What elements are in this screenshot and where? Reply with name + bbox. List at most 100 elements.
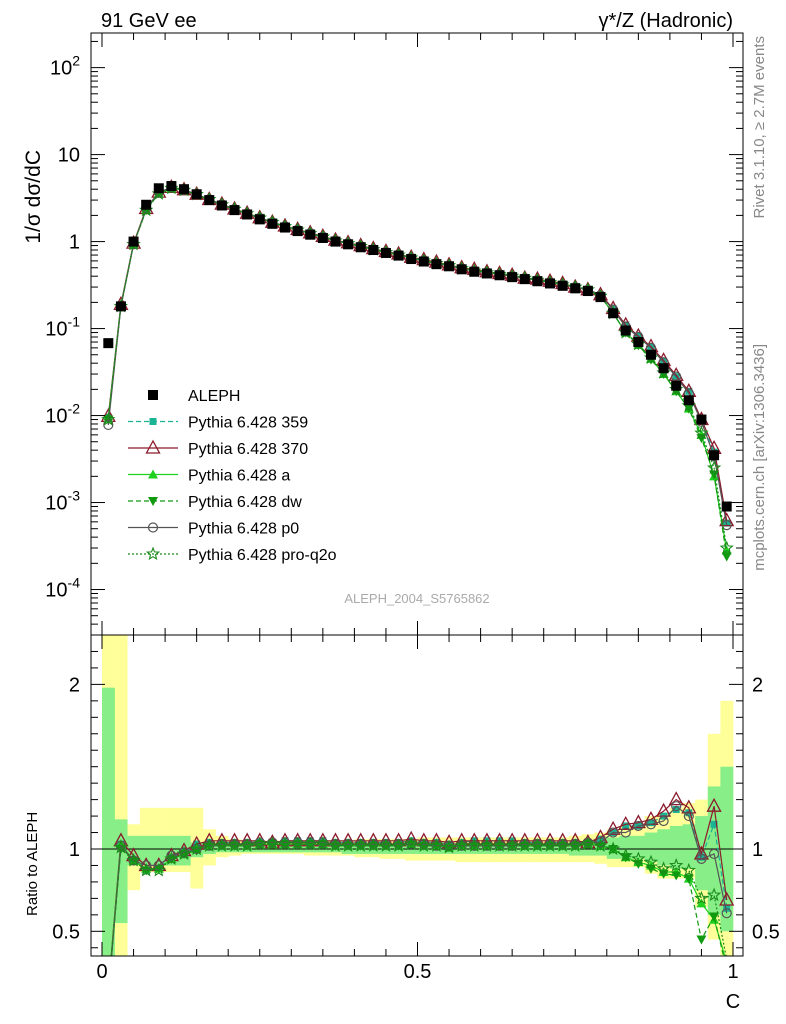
y-tick-label: 10-1 bbox=[45, 314, 80, 341]
ratio-point bbox=[568, 838, 583, 852]
ratio-point bbox=[605, 820, 621, 835]
ratio-line bbox=[110, 798, 728, 956]
ratio-y-tick-label-right: 0.5 bbox=[752, 921, 780, 943]
aleph-point bbox=[216, 200, 227, 211]
legend-item: Pythia 6.428 pro-q2o bbox=[128, 546, 337, 564]
aleph-point bbox=[545, 278, 556, 289]
aleph-point bbox=[406, 254, 417, 265]
y-tick-label: 102 bbox=[50, 53, 80, 80]
y-tick-label: 1 bbox=[69, 232, 80, 254]
header-left: 91 GeV ee bbox=[101, 10, 197, 32]
ratio-point bbox=[708, 848, 720, 860]
watermark: ALEPH_2004_S5765862 bbox=[344, 591, 489, 606]
legend-item: Pythia 6.428 359 bbox=[128, 415, 308, 432]
aleph-point bbox=[317, 232, 328, 243]
legend: ALEPH Pythia 6.428 359 Pythia 6.428 370 Pyt… bbox=[128, 388, 337, 564]
ratio-point bbox=[429, 838, 444, 852]
ratio-point bbox=[622, 822, 630, 830]
legend-marker bbox=[148, 497, 158, 506]
legend-item: ALEPH bbox=[148, 388, 240, 405]
main-y-axis-label: 1/σ dσ/dC bbox=[22, 150, 45, 244]
ratio-point bbox=[504, 838, 520, 852]
legend-label: Pythia 6.428 dw bbox=[188, 494, 302, 511]
y-tick-label: 10-2 bbox=[45, 401, 80, 428]
aleph-point bbox=[242, 209, 253, 220]
ratio-point bbox=[176, 846, 192, 861]
ratio-point bbox=[290, 836, 305, 851]
ratio-point bbox=[605, 841, 621, 856]
ratio-point bbox=[214, 838, 230, 852]
aleph-point bbox=[469, 266, 480, 277]
ratio-point bbox=[633, 820, 644, 832]
legend-label: Pythia 6.428 359 bbox=[188, 415, 308, 432]
ratio-point bbox=[668, 791, 684, 806]
aleph-point bbox=[418, 256, 429, 267]
aleph-point bbox=[633, 337, 644, 348]
aleph-point bbox=[254, 214, 265, 225]
legend-label: Pythia 6.428 p0 bbox=[188, 521, 299, 538]
aleph-point bbox=[305, 229, 316, 240]
band-inner-bin bbox=[657, 829, 671, 866]
ratio-point bbox=[265, 836, 280, 851]
ratio-point bbox=[555, 838, 570, 852]
ratio-point bbox=[126, 853, 141, 867]
series-point bbox=[721, 552, 732, 562]
aleph-point bbox=[279, 222, 290, 233]
ratio-point bbox=[492, 838, 507, 852]
main-plot-series bbox=[100, 179, 735, 562]
legend-marker bbox=[145, 546, 161, 561]
ratio-point bbox=[647, 819, 655, 827]
main-plot-frame bbox=[90, 32, 744, 636]
legend-item: Pythia 6.428 370 bbox=[128, 439, 308, 458]
ratio-point bbox=[239, 838, 255, 852]
ratio-point bbox=[517, 838, 532, 852]
aleph-point bbox=[683, 395, 694, 406]
ratio-point bbox=[378, 838, 394, 852]
legend-marker bbox=[148, 469, 158, 479]
ratio-point bbox=[141, 860, 152, 871]
ratio-point bbox=[681, 862, 696, 877]
legend-label: Pythia 6.428 370 bbox=[188, 441, 308, 458]
aleph-point bbox=[696, 414, 707, 425]
header-right: γ*/Z (Hadronic) bbox=[599, 10, 733, 32]
ratio-point bbox=[542, 838, 558, 852]
ratio-point bbox=[608, 827, 619, 838]
aleph-point bbox=[393, 250, 404, 261]
aleph-point bbox=[671, 380, 682, 391]
ratio-point bbox=[595, 837, 606, 848]
y-tick-label: 10-3 bbox=[45, 488, 80, 515]
legend-item: Pythia 6.428 a bbox=[128, 468, 290, 485]
aleph-point bbox=[229, 205, 240, 216]
ratio-point bbox=[166, 850, 177, 861]
ratio-point bbox=[696, 935, 707, 945]
ratio-point bbox=[706, 887, 722, 902]
ratio-point bbox=[658, 815, 669, 827]
ratio-point bbox=[113, 839, 129, 854]
band-inner-bin bbox=[644, 832, 658, 863]
ratio-y-tick-label-right: 2 bbox=[752, 674, 763, 696]
ratio-point bbox=[189, 841, 204, 856]
side-label-mcplots: mcplots.cern.ch [arXiv:1306.3436] bbox=[751, 344, 768, 571]
series-point bbox=[719, 512, 735, 527]
ratio-point bbox=[530, 838, 545, 852]
ratio-point bbox=[416, 838, 431, 852]
ratio-plot-series bbox=[91, 791, 743, 956]
ratio-point bbox=[151, 862, 166, 877]
ratio-point bbox=[645, 819, 657, 830]
x-tick-label: 1 bbox=[727, 961, 738, 983]
aleph-point bbox=[519, 274, 530, 285]
aleph-point bbox=[368, 245, 379, 256]
ratio-point bbox=[683, 874, 694, 884]
aleph-point bbox=[204, 195, 215, 206]
aleph-point bbox=[103, 338, 114, 349]
ratio-point bbox=[315, 836, 331, 851]
series-point bbox=[721, 520, 732, 531]
aleph-point bbox=[570, 283, 581, 294]
aleph-point bbox=[532, 276, 543, 287]
aleph-point bbox=[608, 308, 619, 319]
aleph-point bbox=[179, 184, 190, 195]
band-inner-bin bbox=[632, 835, 645, 859]
aleph-point bbox=[343, 239, 354, 250]
ratio-point bbox=[696, 853, 707, 864]
ratio-point bbox=[328, 838, 343, 852]
